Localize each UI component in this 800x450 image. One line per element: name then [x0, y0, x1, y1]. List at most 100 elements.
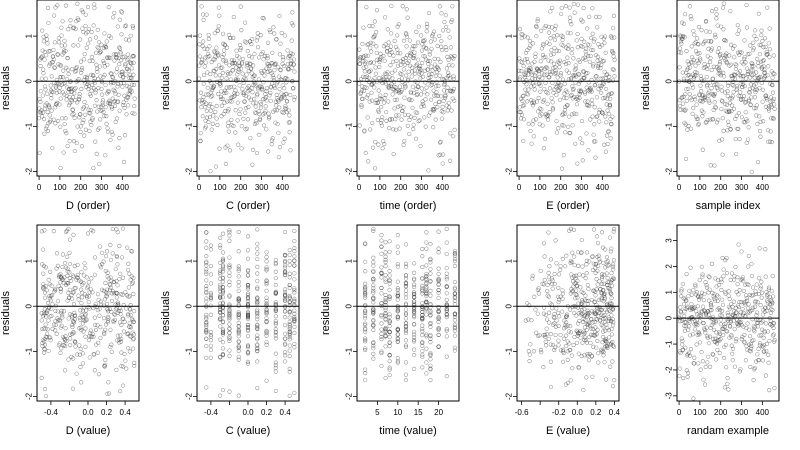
data-point: [54, 90, 60, 95]
data-point: [725, 310, 730, 315]
data-point: [380, 115, 385, 120]
data-point: [361, 65, 366, 70]
data-point: [287, 130, 292, 135]
data-point: [204, 12, 209, 17]
data-point: [102, 364, 107, 369]
data-point: [92, 5, 97, 10]
x-tick-label: 200: [714, 408, 728, 417]
data-point: [766, 41, 771, 46]
data-point: [571, 74, 577, 79]
x-tick-label: 200: [394, 183, 408, 192]
data-point: [66, 316, 71, 321]
data-point: [363, 313, 368, 319]
data-point: [588, 340, 593, 346]
data-point: [96, 40, 102, 45]
y-tick-label: 1: [25, 33, 34, 38]
data-point: [60, 334, 66, 339]
data-point: [287, 300, 292, 305]
data-point: [573, 296, 578, 301]
data-point: [424, 286, 429, 291]
data-point: [204, 278, 209, 283]
data-point: [389, 3, 394, 9]
data-point: [284, 91, 289, 96]
data-point: [404, 73, 409, 78]
data-point: [548, 342, 553, 347]
data-point: [711, 319, 716, 324]
data-point: [72, 263, 77, 269]
data-point: [604, 309, 610, 314]
data-point: [202, 64, 207, 69]
data-point: [572, 274, 577, 279]
data-point: [383, 303, 388, 308]
data-point: [612, 74, 617, 79]
data-point: [705, 335, 710, 340]
data-point: [705, 117, 710, 123]
data-point: [577, 72, 582, 77]
data-point: [92, 272, 97, 277]
data-point: [245, 234, 251, 239]
data-point: [412, 292, 417, 297]
data-point: [85, 29, 90, 34]
data-point: [255, 285, 260, 290]
data-point: [406, 69, 411, 74]
data-point: [569, 353, 574, 358]
data-point: [198, 90, 204, 95]
data-point: [287, 309, 292, 314]
data-point: [273, 318, 278, 324]
data-point: [374, 8, 380, 13]
data-point: [281, 140, 286, 145]
data-point: [53, 286, 58, 291]
data-point: [763, 373, 768, 378]
data-point: [574, 292, 579, 298]
data-point: [546, 294, 551, 299]
data-point: [563, 323, 568, 328]
data-point: [208, 343, 213, 348]
data-point: [755, 121, 760, 127]
data-point: [64, 93, 69, 99]
data-point: [734, 63, 739, 68]
x-tick-label: 20: [434, 408, 443, 417]
data-point: [570, 84, 575, 89]
x-tick-label: 100: [373, 183, 387, 192]
data-point: [720, 297, 725, 302]
data-point: [204, 101, 209, 106]
data-point: [283, 323, 288, 328]
data-point: [602, 338, 607, 343]
data-point: [545, 288, 550, 294]
data-point: [42, 290, 48, 295]
data-point: [246, 104, 251, 110]
data-point: [597, 257, 602, 262]
data-point: [553, 71, 558, 76]
data-point: [96, 85, 101, 91]
data-point: [706, 274, 711, 279]
data-point: [392, 106, 397, 111]
data-point: [292, 246, 297, 251]
data-point: [444, 328, 449, 333]
data-point: [565, 357, 570, 362]
data-point: [682, 108, 687, 113]
data-point: [65, 266, 70, 271]
data-point: [426, 168, 431, 173]
data-point: [255, 31, 260, 36]
data-point: [555, 75, 560, 80]
data-point: [373, 166, 378, 171]
data-point: [744, 140, 749, 146]
data-point: [208, 330, 213, 335]
data-point: [430, 107, 435, 112]
data-point: [590, 254, 595, 259]
data-point: [218, 65, 223, 71]
data-point: [412, 329, 417, 334]
data-point: [759, 295, 764, 300]
data-point: [772, 71, 777, 77]
data-point: [749, 60, 754, 65]
data-point: [579, 118, 585, 124]
data-point: [363, 371, 368, 376]
data-point: [592, 37, 597, 42]
data-point: [80, 308, 85, 313]
data-point: [97, 161, 102, 166]
data-point: [709, 308, 714, 313]
data-point: [89, 123, 94, 128]
data-point: [129, 61, 134, 66]
data-point: [273, 363, 278, 368]
data-point: [707, 275, 712, 280]
